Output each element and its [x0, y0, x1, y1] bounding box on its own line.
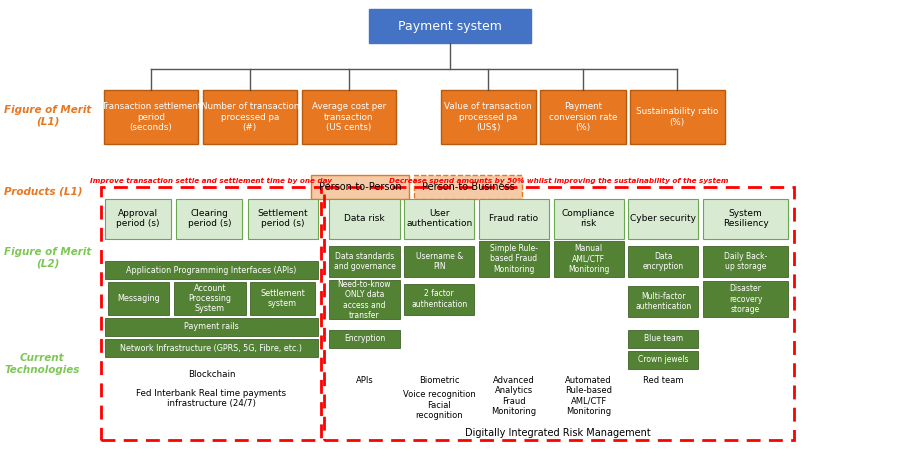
Text: 2 factor
authentication: 2 factor authentication — [411, 289, 467, 309]
Text: Crown jewels: Crown jewels — [638, 355, 689, 365]
FancyBboxPatch shape — [554, 199, 624, 239]
Text: Manual
AML/CTF
Monitoring: Manual AML/CTF Monitoring — [568, 244, 609, 274]
Text: Blue team: Blue team — [644, 334, 683, 343]
FancyBboxPatch shape — [329, 330, 400, 348]
FancyBboxPatch shape — [105, 339, 318, 357]
Text: Red team: Red team — [643, 376, 684, 385]
Text: Settlement
period (s): Settlement period (s) — [257, 209, 308, 228]
Text: Daily Back-
up storage: Daily Back- up storage — [724, 252, 768, 271]
Text: Improve transaction settle and settlement time by one day: Improve transaction settle and settlemen… — [90, 178, 332, 184]
FancyBboxPatch shape — [479, 199, 549, 239]
Text: Average cost per
transaction
(US cents): Average cost per transaction (US cents) — [311, 102, 386, 132]
Text: Approval
period (s): Approval period (s) — [116, 209, 160, 228]
FancyBboxPatch shape — [628, 330, 698, 348]
FancyBboxPatch shape — [404, 246, 474, 277]
Text: Payment rails: Payment rails — [184, 322, 239, 332]
Text: Application Programming Interfaces (APIs): Application Programming Interfaces (APIs… — [126, 265, 297, 275]
Text: Blockchain: Blockchain — [188, 370, 235, 379]
FancyBboxPatch shape — [540, 90, 626, 144]
FancyBboxPatch shape — [105, 261, 318, 279]
Text: Value of transaction
processed pa
(US$): Value of transaction processed pa (US$) — [445, 102, 532, 132]
Text: Number of transaction
processed pa
(#): Number of transaction processed pa (#) — [201, 102, 299, 132]
Text: Clearing
period (s): Clearing period (s) — [187, 209, 231, 228]
Text: Username &
PIN: Username & PIN — [416, 252, 463, 271]
FancyBboxPatch shape — [174, 282, 246, 315]
Text: APIs: APIs — [356, 376, 373, 385]
FancyBboxPatch shape — [108, 282, 169, 315]
FancyBboxPatch shape — [404, 284, 474, 315]
Text: Person-to-Person: Person-to-Person — [319, 182, 401, 192]
FancyBboxPatch shape — [703, 281, 788, 317]
Text: Products (L1): Products (L1) — [4, 186, 83, 197]
FancyBboxPatch shape — [554, 241, 624, 277]
FancyBboxPatch shape — [329, 246, 400, 277]
FancyBboxPatch shape — [250, 282, 315, 315]
FancyBboxPatch shape — [105, 199, 171, 239]
FancyBboxPatch shape — [369, 9, 531, 43]
FancyBboxPatch shape — [202, 90, 297, 144]
Text: Data standards
and governance: Data standards and governance — [334, 252, 395, 271]
Text: Data
encryption: Data encryption — [643, 252, 684, 271]
FancyBboxPatch shape — [628, 351, 698, 369]
Text: Multi-factor
authentication: Multi-factor authentication — [635, 292, 691, 311]
Text: Decrease spend amounts by 50% whilst improving the sustainability of the system: Decrease spend amounts by 50% whilst imp… — [389, 178, 729, 184]
FancyBboxPatch shape — [703, 199, 788, 239]
Text: Biometric: Biometric — [418, 376, 459, 385]
Text: Transaction settlement
period
(seconds): Transaction settlement period (seconds) — [101, 102, 201, 132]
FancyBboxPatch shape — [104, 90, 198, 144]
Text: Sustainability ratio
(%): Sustainability ratio (%) — [636, 107, 718, 127]
Text: Fed Interbank Real time payments
infrastructure (24/7): Fed Interbank Real time payments infrast… — [137, 389, 286, 408]
Text: Disaster
recovery
storage: Disaster recovery storage — [729, 284, 762, 314]
FancyBboxPatch shape — [302, 90, 396, 144]
Text: Digitally Integrated Risk Management: Digitally Integrated Risk Management — [465, 428, 651, 438]
Text: Need-to-know
ONLY data
access and
transfer: Need-to-know ONLY data access and transf… — [338, 280, 392, 320]
Text: Voice recognition
Facial
recognition: Voice recognition Facial recognition — [403, 390, 475, 420]
FancyBboxPatch shape — [404, 199, 474, 239]
Text: Simple Rule-
based Fraud
Monitoring: Simple Rule- based Fraud Monitoring — [490, 244, 538, 274]
FancyBboxPatch shape — [176, 199, 242, 239]
Text: Current
Technologies: Current Technologies — [4, 353, 80, 375]
Text: Fraud ratio: Fraud ratio — [490, 214, 538, 223]
FancyBboxPatch shape — [329, 199, 400, 239]
FancyBboxPatch shape — [105, 318, 318, 336]
Text: Network Infrastructure (GPRS, 5G, Fibre, etc.): Network Infrastructure (GPRS, 5G, Fibre,… — [121, 343, 302, 353]
FancyBboxPatch shape — [248, 199, 318, 239]
Text: Advanced
Analytics
Fraud
Monitoring: Advanced Analytics Fraud Monitoring — [491, 376, 536, 416]
FancyBboxPatch shape — [628, 246, 698, 277]
Text: Payment system: Payment system — [398, 19, 502, 33]
Text: Cyber security: Cyber security — [630, 214, 697, 223]
Text: Account
Processing
System: Account Processing System — [188, 283, 231, 314]
Text: Figure of Merit
(L2): Figure of Merit (L2) — [4, 247, 92, 269]
Text: User
authentication: User authentication — [406, 209, 473, 228]
FancyBboxPatch shape — [628, 286, 698, 317]
FancyBboxPatch shape — [630, 90, 725, 144]
Text: Figure of Merit
(L1): Figure of Merit (L1) — [4, 105, 92, 127]
FancyBboxPatch shape — [479, 241, 549, 277]
Text: Compliance
risk: Compliance risk — [562, 209, 616, 228]
Text: Settlement
system: Settlement system — [260, 289, 305, 308]
Text: Payment
conversion rate
(%): Payment conversion rate (%) — [549, 102, 616, 132]
Text: Person-to-Business: Person-to-Business — [421, 182, 515, 192]
FancyBboxPatch shape — [414, 175, 522, 199]
Text: Data risk: Data risk — [344, 214, 385, 223]
FancyBboxPatch shape — [703, 246, 788, 277]
Text: Automated
Rule-based
AML/CTF
Monitoring: Automated Rule-based AML/CTF Monitoring — [565, 376, 612, 416]
FancyBboxPatch shape — [628, 199, 698, 239]
FancyBboxPatch shape — [329, 280, 400, 319]
Text: Messaging: Messaging — [117, 294, 160, 303]
FancyBboxPatch shape — [441, 90, 536, 144]
Text: System
Resiliency: System Resiliency — [723, 209, 769, 228]
Text: Encryption: Encryption — [344, 334, 385, 343]
FancyBboxPatch shape — [310, 175, 410, 199]
